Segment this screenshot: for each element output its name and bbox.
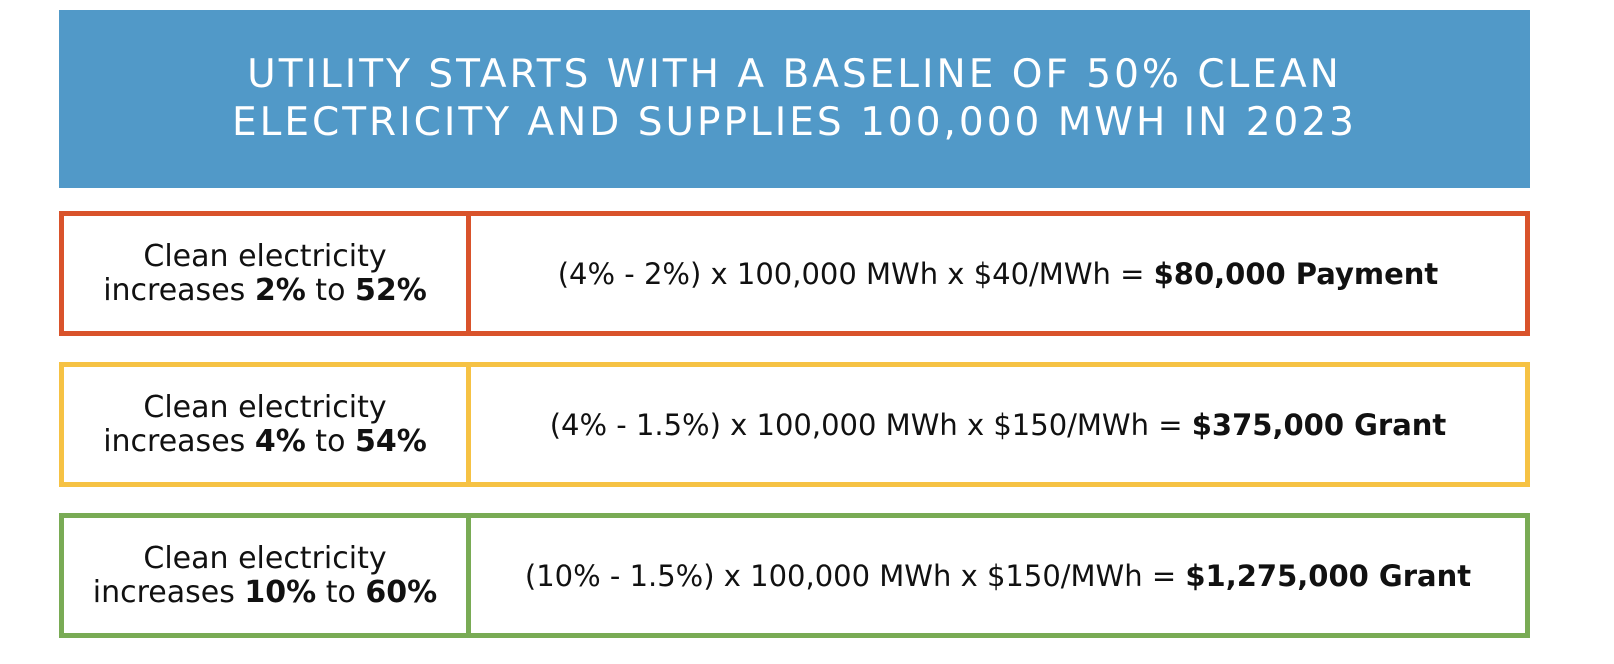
text: 54% [354, 423, 427, 459]
text: to [305, 423, 355, 459]
left-cell: Clean electricity increases 2% to 52% [64, 216, 471, 331]
text: 2% [254, 272, 306, 308]
text: 4% [254, 423, 306, 459]
text: increases [92, 574, 245, 610]
result: $80,000 Payment [1153, 256, 1439, 291]
result: $375,000 Grant [1191, 407, 1447, 442]
left-cell: Clean electricity increases 10% to 60% [64, 518, 471, 633]
text: Clean electricity [143, 389, 387, 425]
text: 10% [244, 574, 317, 610]
text: 52% [354, 272, 427, 308]
text: Clean electricity [143, 238, 387, 274]
right-cell: (10% - 1.5%) x 100,000 MWh x $150/MWh = … [471, 518, 1525, 633]
result: $1,275,000 Grant [1185, 558, 1472, 593]
formula: (10% - 1.5%) x 100,000 MWh x $150/MWh = [524, 558, 1186, 593]
title-line: UTILITY STARTS WITH A BASELINE OF 50% CL… [247, 52, 1342, 97]
text: to [316, 574, 366, 610]
text-line: increases 10% to 60% [92, 574, 438, 610]
row: Clean electricity increases 2% to 52% (4… [59, 211, 1530, 336]
row: Clean electricity increases 10% to 60% (… [59, 513, 1530, 638]
text: increases [103, 272, 255, 308]
left-cell: Clean electricity increases 4% to 54% [64, 367, 471, 482]
title-line: ELECTRICITY AND SUPPLIES 100,000 MWH IN … [231, 100, 1357, 145]
right-cell: (4% - 2%) x 100,000 MWh x $40/MWh = $80,… [471, 216, 1525, 331]
text: increases [103, 423, 255, 459]
row: Clean electricity increases 4% to 54% (4… [59, 362, 1530, 487]
formula: (4% - 2%) x 100,000 MWh x $40/MWh = [557, 256, 1154, 291]
text: to [305, 272, 355, 308]
text: 60% [365, 574, 438, 610]
formula: (4% - 1.5%) x 100,000 MWh x $150/MWh = [549, 407, 1192, 442]
text-line: increases 4% to 54% [103, 423, 427, 459]
text: Clean electricity [143, 540, 387, 576]
right-cell: (4% - 1.5%) x 100,000 MWh x $150/MWh = $… [471, 367, 1525, 482]
header: UTILITY STARTS WITH A BASELINE OF 50% CL… [59, 10, 1530, 188]
text-line: increases 2% to 52% [103, 272, 427, 308]
